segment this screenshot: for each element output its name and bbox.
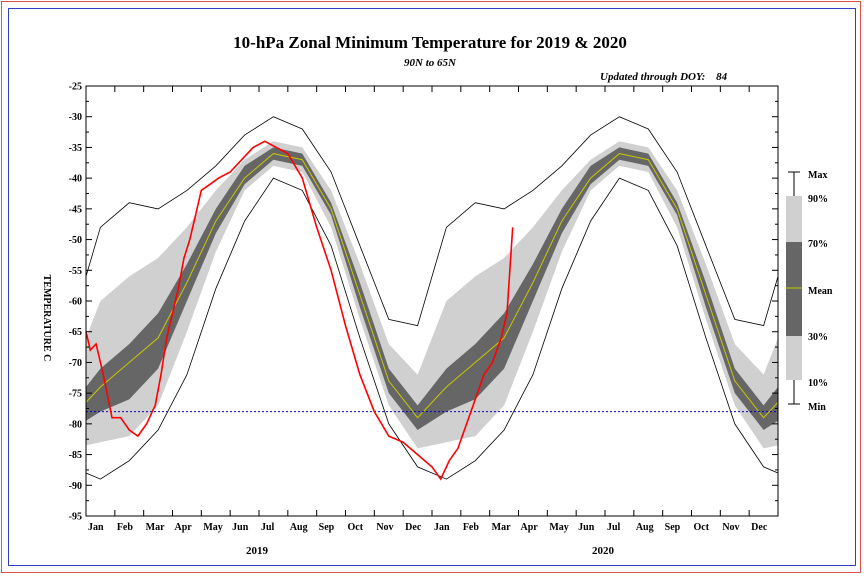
legend-band-30-70 [786,242,802,336]
y-tick-label: -40 [69,174,82,185]
y-tick-label: -70 [69,358,82,369]
legend-label: Max [808,170,827,181]
y-tick-label: -85 [69,450,82,461]
x-tick-label: Dec [751,522,768,533]
x-axis: Jan Feb Mar Apr May Jun Jul Aug Sep Oct Nov Dec Jan F… [85,86,779,533]
y-tick-label: -90 [69,481,82,492]
legend-label: 70% [808,239,828,250]
legend: Max 90% 70% Mean 30% 10% Min [786,170,833,413]
x-tick-label: Jan [88,522,104,533]
x-tick-label: Dec [405,522,422,533]
x-tick-label: Jul [261,522,275,533]
x-tick-label: Sep [319,522,335,533]
x-tick-label: Apr [175,522,193,533]
x-tick-label: Jan [434,522,450,533]
climatology-lines [85,116,779,480]
legend-label: 30% [808,332,828,343]
updated-text: Updated through DOY: 84 [600,71,728,83]
year-labels: 2019 2020 [246,545,615,557]
updated-label: Updated through DOY: [600,71,705,83]
x-tick-label: Sep [665,522,681,533]
y-tick-label: -95 [69,512,82,523]
x-tick-label: Oct [694,522,710,533]
y-tick-label: -50 [69,235,82,246]
legend-label: 90% [808,194,828,205]
x-tick-label: Nov [722,522,739,533]
year-label: 2019 [246,545,269,557]
mean-line [85,153,779,419]
y-tick-label: -65 [69,327,82,338]
inner-border [8,8,856,566]
y-tick-label: -60 [69,297,82,308]
y-tick-label: -80 [69,419,82,430]
y-axis: -25 -30 -35 -40 -45 -50 -55 -60 -65 -70 -75 -80 -85 -… [69,82,778,523]
x-tick-label: Mar [146,522,165,533]
x-tick-label: Jul [607,522,621,533]
x-tick-label: Oct [348,522,364,533]
series-line-0 [85,140,514,481]
y-tick-label: -30 [69,112,82,123]
band-10-90 [86,141,778,449]
year-label: 2020 [592,545,615,557]
x-tick-label: Jun [232,522,249,533]
x-tick-label: Feb [463,522,480,533]
x-tick-label: Feb [117,522,134,533]
min-line [85,177,779,480]
updated-doy: 84 [716,71,728,83]
y-tick-label: -45 [69,204,82,215]
legend-label: 10% [808,378,828,389]
y-tick-label: -55 [69,266,82,277]
y-axis-label: TEMPERATURE C [41,275,52,362]
x-tick-label: May [203,522,222,533]
y-tick-label: -75 [69,389,82,400]
x-tick-label: Jun [578,522,595,533]
y-tick-label: -35 [69,143,82,154]
x-tick-label: Apr [521,522,539,533]
data-series [85,140,514,481]
chart-title: 10-hPa Zonal Minimum Temperature for 201… [233,33,627,52]
climatology-bands [86,141,778,449]
x-tick-label: Aug [290,522,308,533]
x-tick-label: Nov [376,522,393,533]
x-tick-label: Mar [492,522,511,533]
legend-label: Mean [808,286,833,297]
legend-label: Min [808,402,826,413]
x-tick-label: May [549,522,568,533]
chart-subtitle: 90N to 65N [404,57,457,69]
y-tick-label: -25 [69,82,82,93]
max-line [85,116,779,327]
x-tick-label: Aug [636,522,654,533]
